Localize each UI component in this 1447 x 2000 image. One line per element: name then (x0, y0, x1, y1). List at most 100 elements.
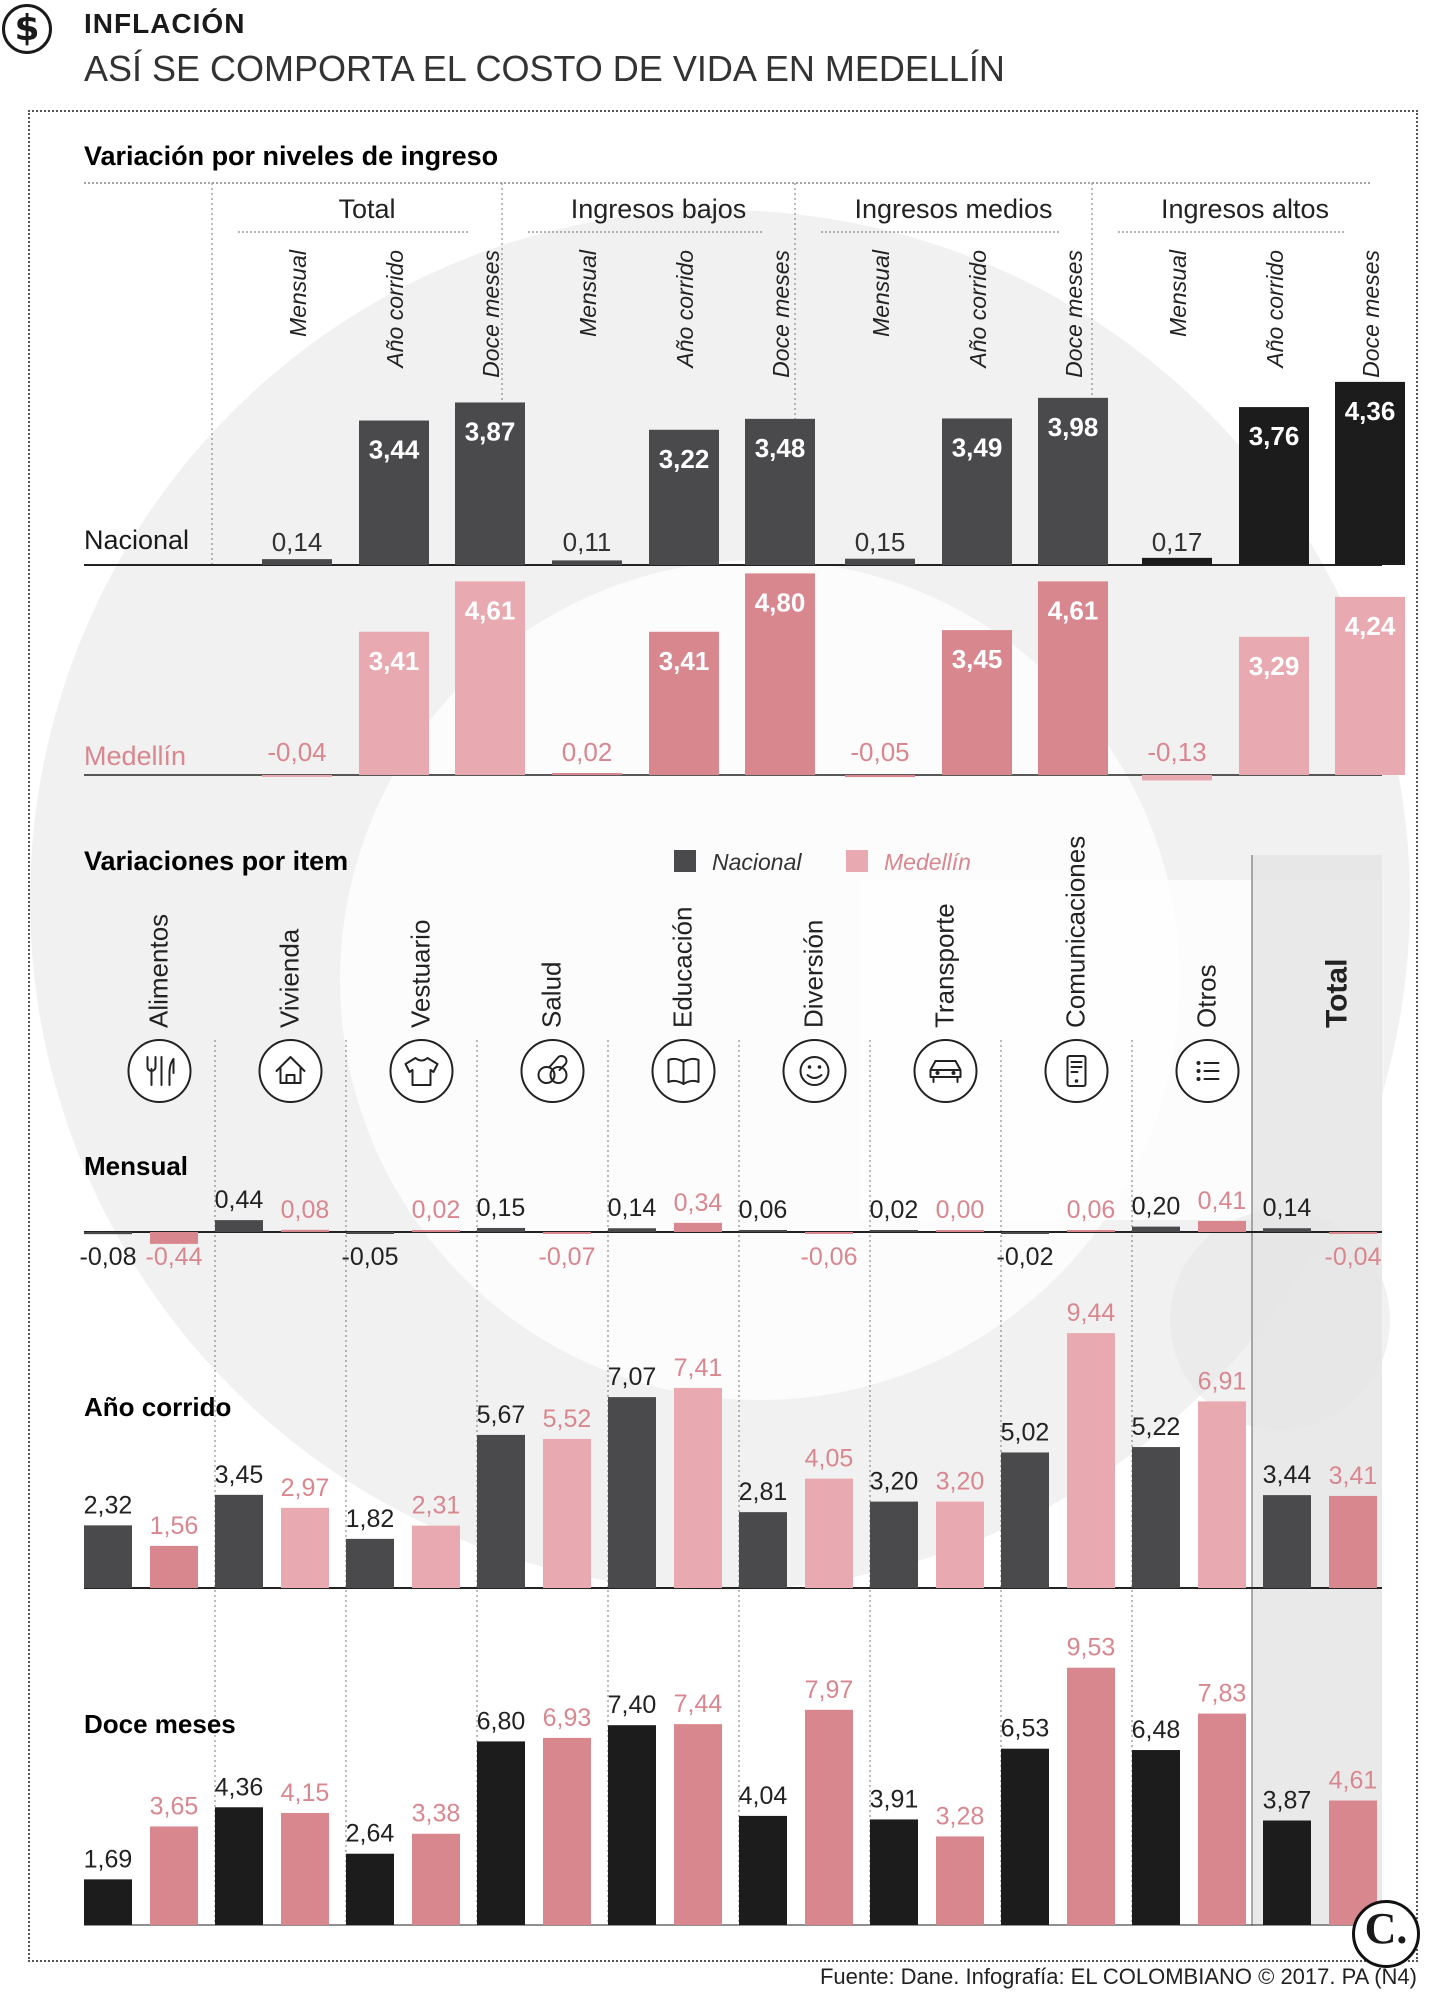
bar-medellin (845, 775, 915, 778)
bar-medellin (1038, 581, 1108, 775)
bar-nacional (1001, 1452, 1049, 1588)
section-title-item: Variaciones por item (84, 846, 348, 876)
legend-label-medellin: Medellín (884, 849, 971, 875)
row-label-medellin: Medellín (84, 741, 186, 771)
bar-nacional (1263, 1495, 1311, 1588)
value-label-medellin: -0,06 (801, 1243, 858, 1271)
value-label-medellin: 4,24 (1345, 611, 1396, 641)
value-label-nacional: 1,69 (84, 1845, 133, 1873)
bar-nacional (359, 420, 429, 565)
publisher-logo: C. (1352, 1900, 1420, 1968)
icon-stroke (799, 1056, 830, 1086)
row-label-nacional: Nacional (84, 525, 189, 555)
bar-nacional (1001, 1232, 1049, 1234)
value-label-nacional: 0,14 (1263, 1194, 1312, 1222)
value-label-nacional: 4,36 (1345, 396, 1396, 426)
legend-swatch-medellin (846, 850, 868, 872)
icon-stroke (146, 1056, 157, 1086)
bar-medellin (1198, 1713, 1246, 1925)
bar-medellin (674, 1724, 722, 1925)
pills-icon (520, 1039, 585, 1103)
bar-nacional (262, 559, 332, 565)
car-icon (913, 1039, 978, 1103)
bar-nacional (608, 1725, 656, 1925)
value-label-nacional: 5,02 (1001, 1418, 1050, 1446)
icon-stroke (817, 1065, 822, 1069)
bar-medellin (552, 773, 622, 775)
value-label-medellin: 4,80 (755, 587, 806, 617)
icon-stroke (1074, 1079, 1079, 1083)
bar-nacional (1142, 557, 1212, 565)
value-label-medellin: 0,41 (1198, 1187, 1247, 1215)
house-icon (258, 1039, 323, 1103)
bar-nacional (346, 1853, 394, 1925)
value-label-nacional: 4,04 (739, 1782, 788, 1810)
chart-frame (28, 110, 1418, 1962)
bar-medellin (281, 1229, 329, 1232)
value-label-nacional: 3,44 (369, 435, 420, 465)
value-label-medellin: 5,52 (543, 1405, 592, 1433)
subcategory-label: Mensual (285, 249, 311, 337)
value-label-nacional: 6,48 (1132, 1716, 1181, 1744)
value-label-nacional: 3,98 (1048, 412, 1099, 442)
bar-nacional (845, 558, 915, 565)
bar-medellin (649, 631, 719, 775)
value-label-medellin: -0,13 (1147, 737, 1206, 767)
icon-ring (782, 1039, 847, 1103)
value-label-nacional: 0,14 (272, 527, 323, 557)
category-label: Vivienda (275, 928, 305, 1028)
bar-nacional (608, 1397, 656, 1588)
list-icon (1175, 1039, 1240, 1103)
icon-stroke (549, 1066, 568, 1084)
value-label-nacional: 7,07 (608, 1363, 657, 1391)
category-label: Otros (1192, 964, 1222, 1028)
bar-medellin (359, 631, 429, 775)
value-label-nacional: 4,36 (215, 1773, 264, 1801)
bar-nacional (649, 429, 719, 565)
bar-nacional (346, 1232, 394, 1234)
value-label-medellin: 4,61 (1329, 1767, 1378, 1795)
icon-stroke (1196, 1061, 1201, 1065)
panel-label: Año corrido (84, 1392, 231, 1422)
bar-medellin (262, 775, 332, 777)
icon-stroke (951, 1071, 956, 1075)
category-label: Alimentos (144, 914, 174, 1028)
value-label-nacional: 3,48 (755, 433, 806, 463)
bar-nacional (745, 418, 815, 565)
bar-nacional (870, 1230, 918, 1232)
group-header: Ingresos medios (854, 194, 1052, 224)
bar-nacional (84, 1879, 132, 1925)
value-label-nacional: 0,15 (855, 527, 906, 557)
value-label-medellin: 0,34 (674, 1189, 723, 1217)
legend-label-nacional: Nacional (712, 849, 802, 875)
value-label-nacional: 3,76 (1249, 421, 1300, 451)
bar-medellin (1067, 1333, 1115, 1588)
bar-nacional (455, 402, 525, 565)
bar-nacional (1263, 1820, 1311, 1925)
source-note: Fuente: Dane. Infografía: EL COLOMBIANO … (819, 1964, 1417, 1989)
bar-nacional (477, 1227, 525, 1232)
dollar-icon: $ (2, 4, 52, 54)
value-label-nacional: 7,40 (608, 1691, 657, 1719)
bar-medellin (455, 581, 525, 775)
group-header: Ingresos bajos (571, 194, 747, 224)
value-label-nacional: -0,08 (80, 1243, 137, 1271)
legend-swatch-nacional (674, 850, 696, 872)
value-label-nacional: 0,17 (1152, 527, 1203, 557)
utensils-icon (127, 1039, 192, 1103)
bar-nacional (870, 1819, 918, 1925)
value-label-nacional: -0,05 (342, 1243, 399, 1271)
bar-medellin (1198, 1220, 1246, 1232)
value-label-nacional: 3,87 (1263, 1787, 1312, 1815)
bar-medellin (805, 1232, 853, 1234)
value-label-medellin: 3,28 (936, 1802, 985, 1830)
bar-nacional (739, 1512, 787, 1588)
subcategory-label: Año corrido (965, 250, 991, 370)
shirt-icon (389, 1039, 454, 1103)
value-label-medellin: -0,07 (539, 1243, 596, 1271)
bar-nacional (739, 1815, 787, 1925)
bar-medellin (543, 1438, 591, 1588)
bar-nacional (215, 1494, 263, 1588)
value-label-nacional: 5,67 (477, 1401, 526, 1429)
value-label-medellin: 4,15 (281, 1779, 330, 1807)
